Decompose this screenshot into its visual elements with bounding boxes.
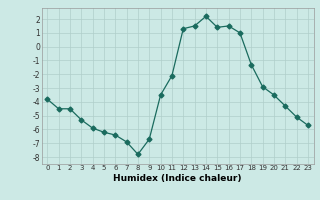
X-axis label: Humidex (Indice chaleur): Humidex (Indice chaleur): [113, 174, 242, 183]
